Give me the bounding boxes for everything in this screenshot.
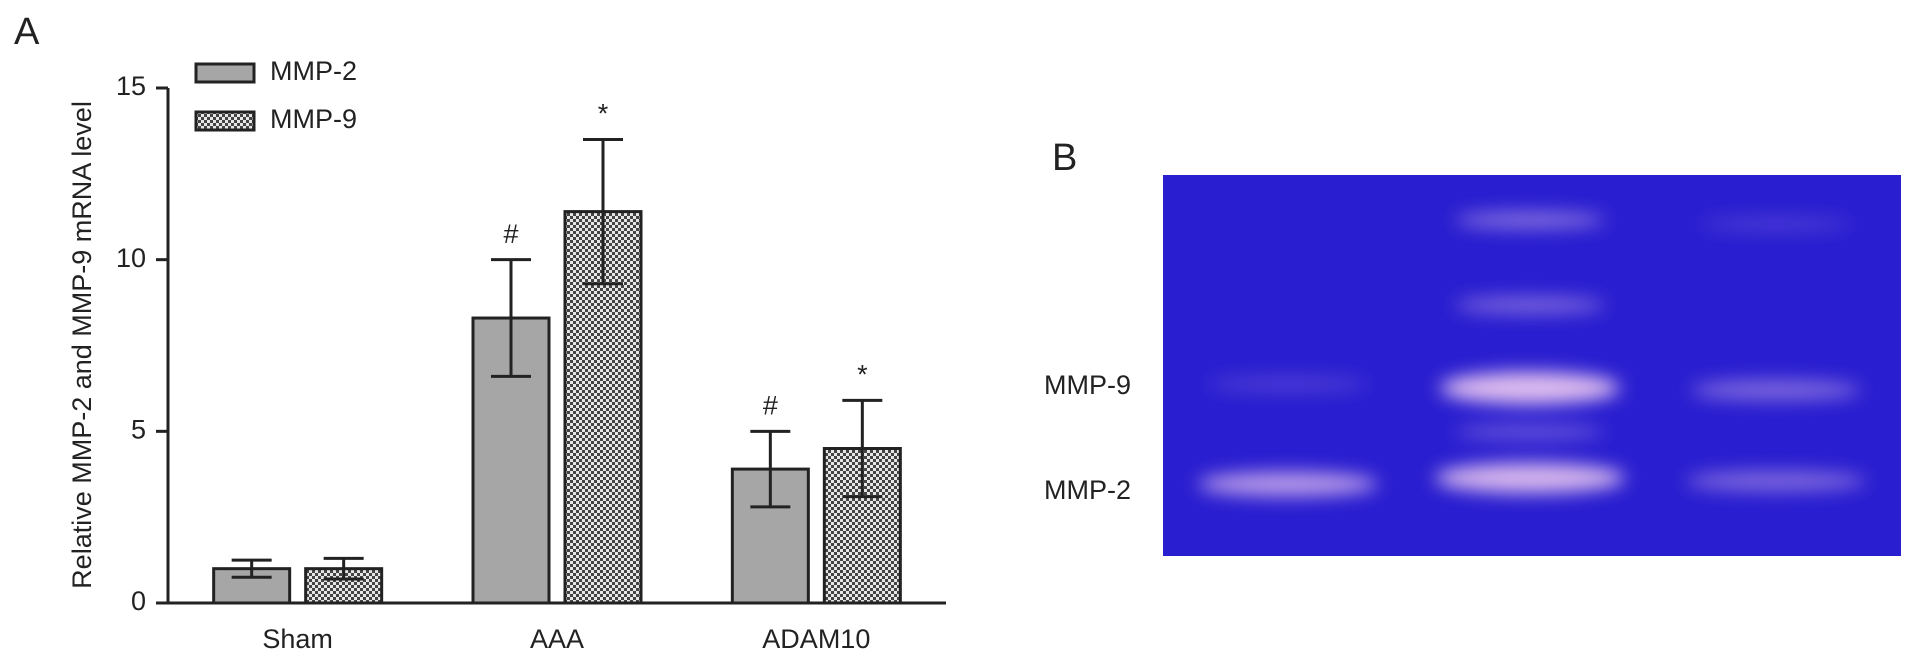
significance-marker: # xyxy=(763,390,778,420)
x-tick-label: AAA xyxy=(530,624,584,654)
panel-label: B xyxy=(1052,137,1077,179)
error-bar xyxy=(323,556,364,581)
gel-label: MMP-2 xyxy=(1044,475,1131,505)
error-bar xyxy=(231,558,272,579)
significance-marker: # xyxy=(503,219,518,249)
panel-label: A xyxy=(14,11,40,53)
x-tick-label: ADAM10 xyxy=(762,624,870,654)
error-bar xyxy=(491,258,531,378)
gel-image xyxy=(1163,175,1901,556)
legend-label: MMP-2 xyxy=(270,56,357,86)
y-tick-label: 10 xyxy=(116,243,146,273)
y-tick-label: 0 xyxy=(131,586,146,616)
error-bar xyxy=(750,429,791,509)
y-axis-label: Relative MMP-2 and MMP-9 mRNA level xyxy=(67,101,97,589)
y-tick-label: 15 xyxy=(116,71,146,101)
legend-swatch xyxy=(194,110,256,132)
error-bar xyxy=(583,138,623,286)
gel-label: MMP-9 xyxy=(1044,370,1131,400)
x-tick-label: Sham xyxy=(262,624,333,654)
y-tick-label: 5 xyxy=(131,414,146,444)
legend-swatch xyxy=(194,62,256,84)
significance-marker: * xyxy=(598,99,609,129)
error-bar xyxy=(842,398,883,499)
significance-marker: * xyxy=(857,360,868,390)
legend-label: MMP-9 xyxy=(270,104,357,134)
